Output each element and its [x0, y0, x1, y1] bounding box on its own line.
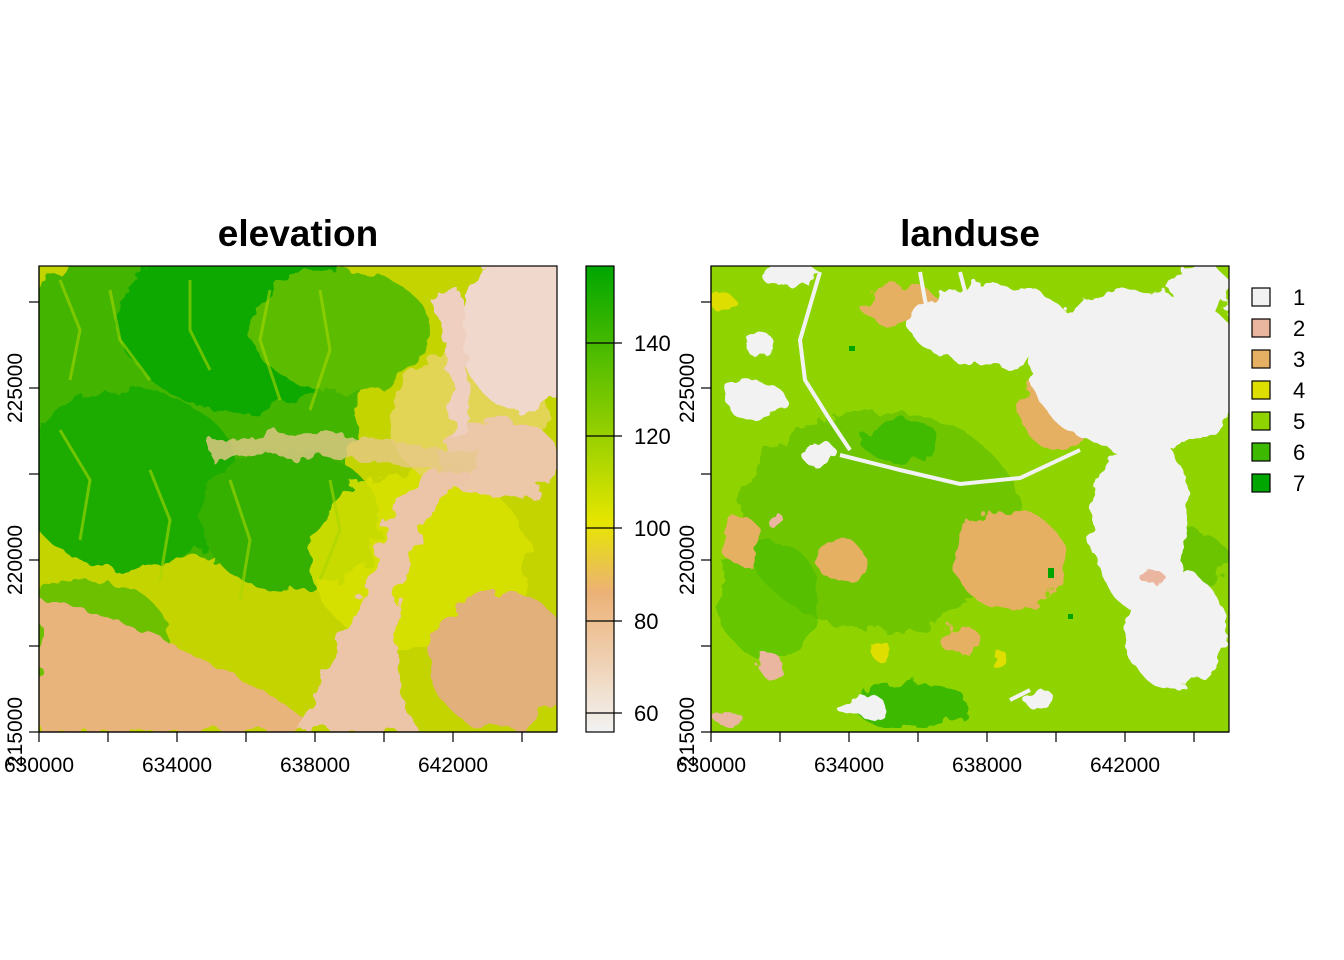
landuse-y-tick: 225000 [676, 353, 699, 423]
colorbar-label: 120 [634, 424, 671, 449]
elevation-x-tick: 630000 [4, 754, 74, 777]
landuse-x-tick: 638000 [952, 754, 1022, 777]
legend-swatch [1251, 411, 1271, 431]
elevation-y-tick: 220000 [4, 525, 27, 595]
legend-label: 3 [1293, 347, 1305, 372]
legend-label: 2 [1293, 316, 1305, 341]
landuse-x-tick: 634000 [814, 754, 884, 777]
elevation-y-tick: 225000 [4, 353, 27, 423]
legend-swatch [1251, 349, 1271, 369]
landuse-x-tick: 630000 [676, 754, 746, 777]
legend-label: 4 [1293, 378, 1305, 403]
legend-swatch [1251, 380, 1271, 400]
colorbar-label: 100 [634, 516, 671, 541]
elevation-raster [39, 266, 557, 732]
landuse-y-axis [701, 266, 712, 733]
landuse-title: landuse [900, 213, 1040, 254]
landuse-x-axis [710, 731, 1229, 742]
elevation-map: elevation [4, 213, 671, 777]
legend-swatch [1251, 473, 1271, 493]
elevation-x-tick: 638000 [280, 754, 350, 777]
legend-label: 7 [1293, 471, 1305, 496]
elevation-colorbar: 60 80 100 120 140 [585, 265, 671, 733]
legend-label: 6 [1293, 440, 1305, 465]
elevation-title: elevation [218, 213, 378, 254]
colorbar-label: 60 [634, 701, 658, 726]
elevation-x-axis [38, 731, 557, 742]
landuse-x-tick: 642000 [1090, 754, 1160, 777]
elevation-y-axis [29, 266, 40, 733]
landuse-legend: 1 2 3 4 5 6 7 [1251, 285, 1305, 496]
legend-label: 1 [1293, 285, 1305, 310]
legend-label: 5 [1293, 409, 1305, 434]
colorbar-label: 140 [634, 331, 671, 356]
landuse-raster [711, 266, 1229, 732]
landuse-y-tick: 215000 [676, 697, 699, 767]
colorbar-label: 80 [634, 609, 658, 634]
landuse-y-tick: 220000 [676, 525, 699, 595]
legend-swatch [1251, 318, 1271, 338]
landuse-map: landuse [676, 213, 1305, 777]
legend-swatch [1251, 442, 1271, 462]
elevation-x-tick: 642000 [418, 754, 488, 777]
elevation-y-tick: 215000 [4, 697, 27, 767]
elevation-x-tick: 634000 [142, 754, 212, 777]
legend-swatch [1251, 287, 1271, 307]
